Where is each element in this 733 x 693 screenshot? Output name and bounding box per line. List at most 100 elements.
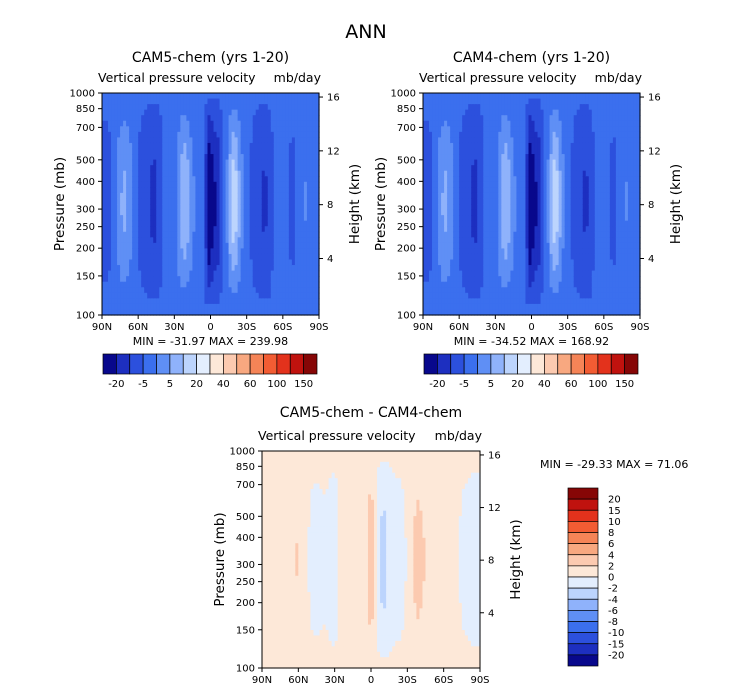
contour-cell	[267, 93, 272, 100]
contour-cell	[519, 292, 524, 299]
contour-cell	[147, 98, 151, 105]
contour-cell	[117, 309, 121, 316]
contour-cell	[291, 220, 296, 227]
contour-cell	[534, 192, 539, 200]
contour-cell	[123, 198, 127, 205]
contour-cell	[555, 253, 560, 261]
contour-cell	[543, 98, 548, 105]
contour-cell	[309, 104, 314, 111]
contour-cell	[528, 181, 533, 188]
contour-cell	[156, 248, 160, 255]
contour-cell	[207, 248, 212, 255]
contour-cell	[435, 187, 439, 194]
contour-cell	[147, 115, 151, 122]
contour-cell	[495, 209, 499, 216]
contour-cell	[150, 259, 154, 266]
contour-cell	[120, 309, 124, 316]
contour-cell	[450, 204, 454, 211]
contour-cell	[498, 292, 502, 299]
contour-cell	[504, 237, 508, 244]
contour-cell	[573, 93, 578, 100]
contour-cell	[294, 93, 299, 100]
contour-cell	[570, 104, 575, 111]
contour-cell	[156, 220, 160, 227]
contour-cell	[534, 142, 539, 150]
contour-cell	[189, 109, 194, 116]
contour-cell	[546, 137, 551, 144]
contour-cell	[282, 281, 287, 288]
contour-cell	[165, 265, 169, 272]
contour-cell	[489, 248, 493, 255]
contour-cell	[546, 93, 551, 100]
contour-cell	[432, 142, 436, 150]
contour-cell	[522, 142, 527, 150]
contour-cell	[216, 137, 221, 144]
contour-cell	[315, 159, 320, 166]
contour-cell	[204, 170, 209, 177]
contour-cell	[138, 220, 142, 227]
contour-cell	[546, 231, 551, 238]
contour-cell	[201, 187, 206, 194]
contour-cell	[138, 198, 142, 205]
contour-cell	[171, 98, 175, 105]
contour-cell	[573, 176, 578, 183]
contour-cell	[267, 170, 272, 177]
contour-cell	[501, 142, 505, 150]
contour-cell	[237, 292, 242, 299]
contour-cell	[564, 187, 569, 194]
contour-cell	[282, 126, 287, 133]
contour-cell	[261, 148, 266, 155]
contour-cell	[516, 265, 521, 272]
contour-cell	[444, 215, 448, 222]
contour-cell	[504, 270, 508, 277]
contour-cell	[249, 265, 254, 272]
contour-cell	[162, 176, 166, 183]
contour-cell	[474, 253, 478, 261]
contour-cell	[435, 154, 439, 161]
contour-cell	[309, 98, 314, 105]
contour-cell	[147, 248, 151, 255]
contour-cell	[573, 131, 578, 138]
contour-cell	[294, 115, 299, 122]
contour-cell	[264, 115, 269, 122]
contour-cell	[570, 154, 575, 161]
contour-cell	[192, 248, 197, 255]
contour-cell	[117, 170, 121, 177]
contour-cell	[492, 265, 496, 272]
colorbar-label: 150	[294, 379, 313, 390]
contour-cell	[255, 104, 260, 111]
contour-cell	[189, 198, 194, 205]
contour-cell	[255, 154, 260, 161]
contour-cell	[252, 148, 257, 155]
contour-cell	[567, 137, 572, 144]
contour-cell	[477, 220, 481, 227]
contour-cell	[180, 298, 184, 305]
contour-cell	[435, 303, 439, 311]
contour-cell	[198, 148, 203, 155]
contour-cell	[312, 265, 317, 272]
contour-cell	[105, 231, 109, 238]
contour-cell	[465, 270, 469, 277]
contour-cell	[528, 237, 533, 244]
contour-cell	[438, 93, 442, 100]
contour-cell	[159, 137, 163, 144]
contour-cell	[486, 187, 490, 194]
contour-cell	[177, 204, 181, 211]
contour-cell	[543, 137, 548, 144]
contour-cell	[468, 126, 472, 133]
contour-cell	[525, 253, 530, 261]
contour-cell	[132, 281, 136, 288]
contour-cell	[462, 170, 466, 177]
contour-cell	[135, 303, 139, 311]
contour-cell	[441, 98, 445, 105]
contour-cell	[297, 126, 302, 133]
contour-cell	[243, 298, 248, 305]
contour-cell	[519, 142, 524, 150]
contour-cell	[219, 303, 224, 311]
contour-cell	[171, 192, 175, 200]
contour-cell	[429, 253, 433, 261]
contour-cell	[303, 287, 308, 294]
contour-cell	[258, 220, 263, 227]
contour-cell	[534, 242, 539, 249]
contour-cell	[165, 137, 169, 144]
